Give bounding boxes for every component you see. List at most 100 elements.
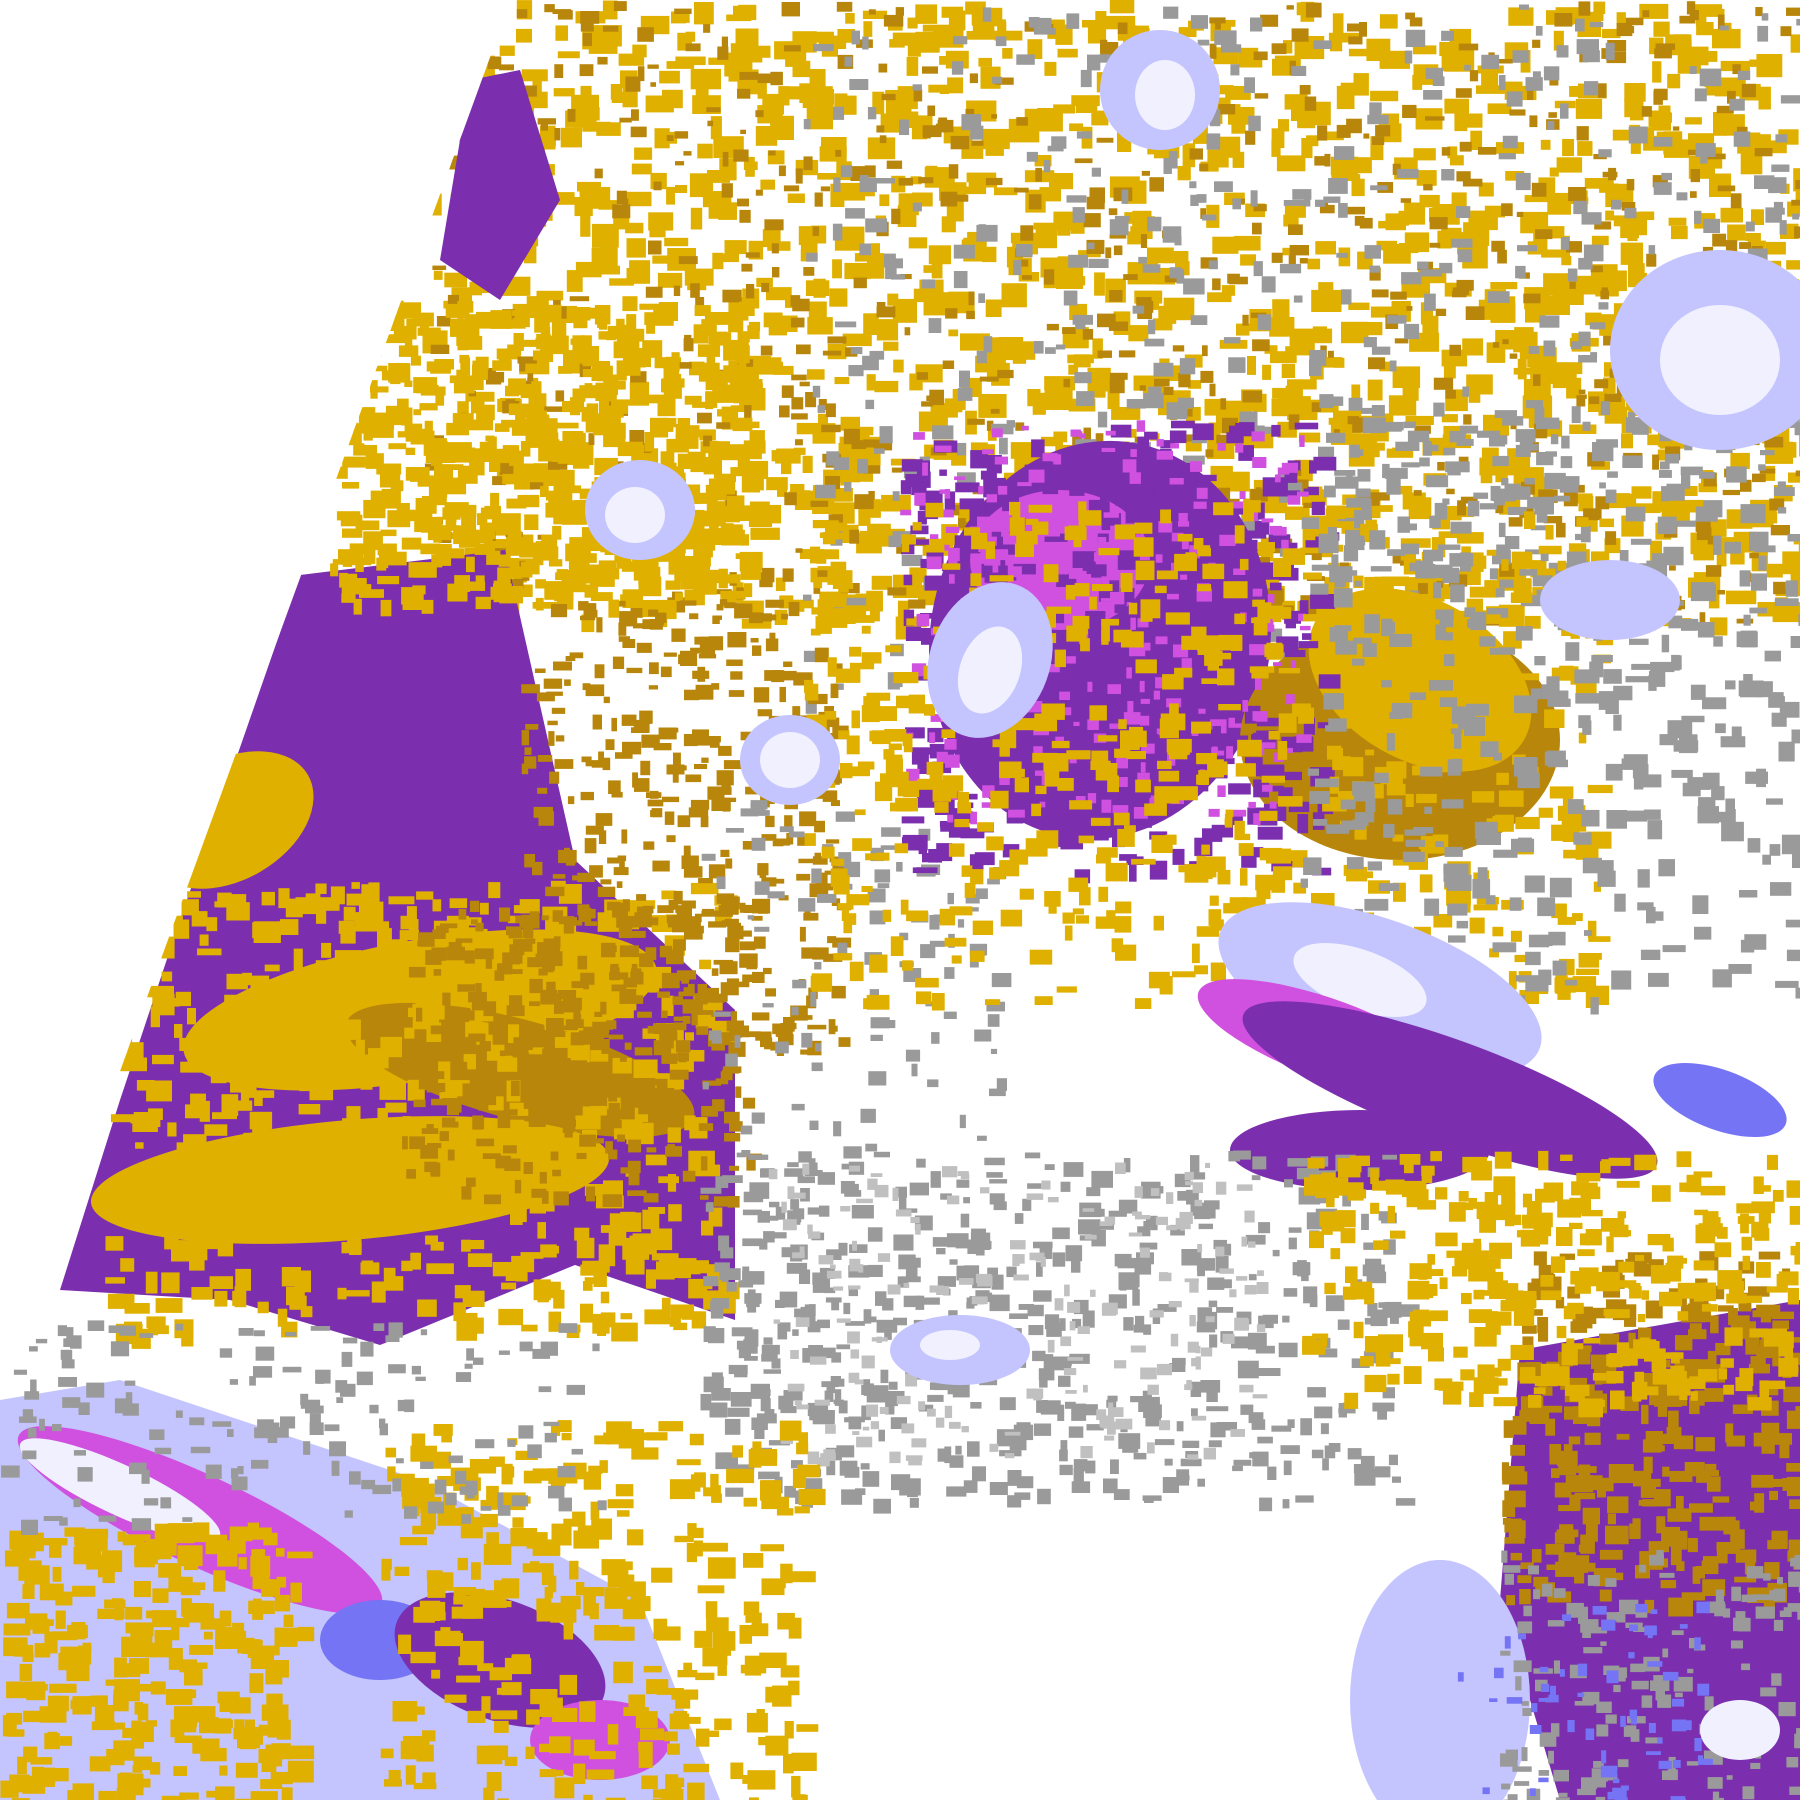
dark_gold-pixel-cluster xyxy=(669,1069,689,1080)
gray-pixel-cluster xyxy=(835,811,855,822)
gold-pixel-cluster xyxy=(557,51,580,59)
dark_gold-pixel-cluster xyxy=(1705,565,1722,577)
magenta-pixel-cluster xyxy=(1073,721,1080,726)
dark_gold-pixel-cluster xyxy=(613,867,629,876)
gray-pixel-cluster xyxy=(976,224,998,242)
dark_gold-pixel-cluster xyxy=(1227,273,1240,284)
purple-pixel-cluster xyxy=(918,843,927,855)
gray-pixel-cluster xyxy=(1066,13,1080,29)
purple-pixel-cluster xyxy=(1153,484,1164,498)
purple-pixel-cluster xyxy=(1132,491,1141,499)
dark_gold-pixel-cluster xyxy=(1669,565,1676,571)
dark_gold-pixel-cluster xyxy=(796,873,811,881)
gray-pixel-cluster xyxy=(956,1179,970,1188)
purple-pixel-cluster xyxy=(1284,771,1302,781)
gold-pixel-cluster xyxy=(661,378,685,388)
dark_gold-pixel-cluster xyxy=(649,662,659,675)
dark_gold-pixel-cluster xyxy=(1215,21,1221,30)
gray-pixel-cluster xyxy=(1033,341,1044,354)
gold-pixel-cluster xyxy=(709,509,719,530)
dark_gold-pixel-cluster xyxy=(447,294,459,305)
dark_gold-pixel-cluster xyxy=(1429,217,1448,230)
gray-pixel-cluster xyxy=(995,36,1007,47)
gold-pixel-cluster xyxy=(430,193,442,216)
gray-pixel-cluster xyxy=(1629,638,1649,645)
gold-pixel-cluster xyxy=(698,362,720,382)
dark_gold-pixel-cluster xyxy=(1654,48,1672,59)
gray-pixel-cluster xyxy=(718,1235,730,1251)
gold-pixel-cluster xyxy=(1178,27,1197,38)
dark_gold-pixel-cluster xyxy=(711,683,720,690)
gold-pixel-cluster xyxy=(445,451,465,458)
dark_gold-pixel-cluster xyxy=(582,32,592,47)
gold-pixel-cluster xyxy=(626,314,637,333)
dark_gold-pixel-cluster xyxy=(1118,350,1136,358)
gold-pixel-cluster xyxy=(690,68,721,90)
gold-pixel-cluster xyxy=(728,339,749,357)
gold-pixel-cluster xyxy=(511,310,527,316)
gray-pixel-cluster xyxy=(701,853,716,861)
dark_gold-pixel-cluster xyxy=(495,1155,511,1169)
dark_gold-pixel-cluster xyxy=(694,764,708,769)
purple-pixel-cluster xyxy=(1171,420,1195,429)
gold-pixel-cluster xyxy=(1786,260,1800,270)
gold-pixel-cluster xyxy=(516,28,532,43)
dark_gold-pixel-cluster xyxy=(778,165,786,177)
gray-pixel-cluster xyxy=(880,1369,889,1384)
gold-pixel-cluster xyxy=(593,1270,607,1287)
dark_gold-pixel-cluster xyxy=(750,638,759,643)
gold-pixel-cluster xyxy=(620,1212,642,1232)
dark_gold-pixel-cluster xyxy=(798,858,816,864)
dark_gold-pixel-cluster xyxy=(1755,7,1763,17)
gold-pixel-cluster xyxy=(109,880,136,888)
gold-pixel-cluster xyxy=(922,24,950,32)
dark_gold-pixel-cluster xyxy=(586,1186,596,1202)
gold-pixel-cluster xyxy=(1441,227,1462,239)
gray-pixel-cluster xyxy=(840,165,853,178)
gold-pixel-cluster xyxy=(410,355,421,366)
dark_gold-pixel-cluster xyxy=(534,668,546,673)
magenta-pixel-cluster xyxy=(1252,457,1267,468)
dark_gold-pixel-cluster xyxy=(739,902,746,913)
dark_gold-pixel-cluster xyxy=(1433,377,1454,390)
gold-pixel-cluster xyxy=(1307,258,1321,270)
dark_gold-pixel-cluster xyxy=(887,587,907,596)
gold-pixel-cluster xyxy=(684,395,702,405)
dark_gold-pixel-cluster xyxy=(668,727,679,733)
magenta-pixel-cluster xyxy=(1226,746,1233,759)
dark_gold-pixel-cluster xyxy=(474,1116,485,1130)
gold-pixel-cluster xyxy=(388,443,407,450)
gold-pixel-cluster xyxy=(1287,379,1317,390)
gold-pixel-cluster xyxy=(385,1102,407,1113)
gold-pixel-cluster xyxy=(1727,224,1746,241)
dark_gold-pixel-cluster xyxy=(672,996,684,1005)
gray-pixel-cluster xyxy=(736,1152,746,1158)
purple-pixel-cluster xyxy=(1257,826,1283,840)
gray-pixel-cluster xyxy=(1323,196,1341,203)
dark_gold-pixel-cluster xyxy=(1508,517,1523,527)
gray-pixel-cluster xyxy=(1313,40,1332,49)
dark_gold-pixel-cluster xyxy=(733,149,749,162)
dark_gold-pixel-cluster xyxy=(436,1048,450,1062)
dark_gold-pixel-cluster xyxy=(532,1025,545,1038)
gold-pixel-cluster xyxy=(994,187,1018,196)
dark_gold-pixel-cluster xyxy=(722,151,729,167)
dark_gold-pixel-cluster xyxy=(1254,93,1269,99)
gold-pixel-cluster xyxy=(346,403,360,413)
gray-pixel-cluster xyxy=(989,1193,1005,1205)
dark_gold-pixel-cluster xyxy=(827,336,847,344)
gold-pixel-cluster xyxy=(626,599,636,607)
dark_gold-pixel-cluster xyxy=(1252,222,1262,235)
gold-pixel-cluster xyxy=(1379,14,1398,29)
gold-pixel-cluster xyxy=(453,382,475,394)
gold-pixel-cluster xyxy=(796,34,814,44)
gray-pixel-cluster xyxy=(1525,77,1543,91)
dark_gold-pixel-cluster xyxy=(1097,350,1112,358)
gold-pixel-cluster xyxy=(1068,364,1078,375)
gray-pixel-cluster xyxy=(803,119,811,130)
gold-pixel-cluster xyxy=(739,388,766,411)
gold-pixel-cluster xyxy=(434,359,454,370)
gray-pixel-cluster xyxy=(1309,359,1322,377)
gray-pixel-cluster xyxy=(859,243,871,256)
magenta-pixel-cluster xyxy=(1267,594,1275,604)
